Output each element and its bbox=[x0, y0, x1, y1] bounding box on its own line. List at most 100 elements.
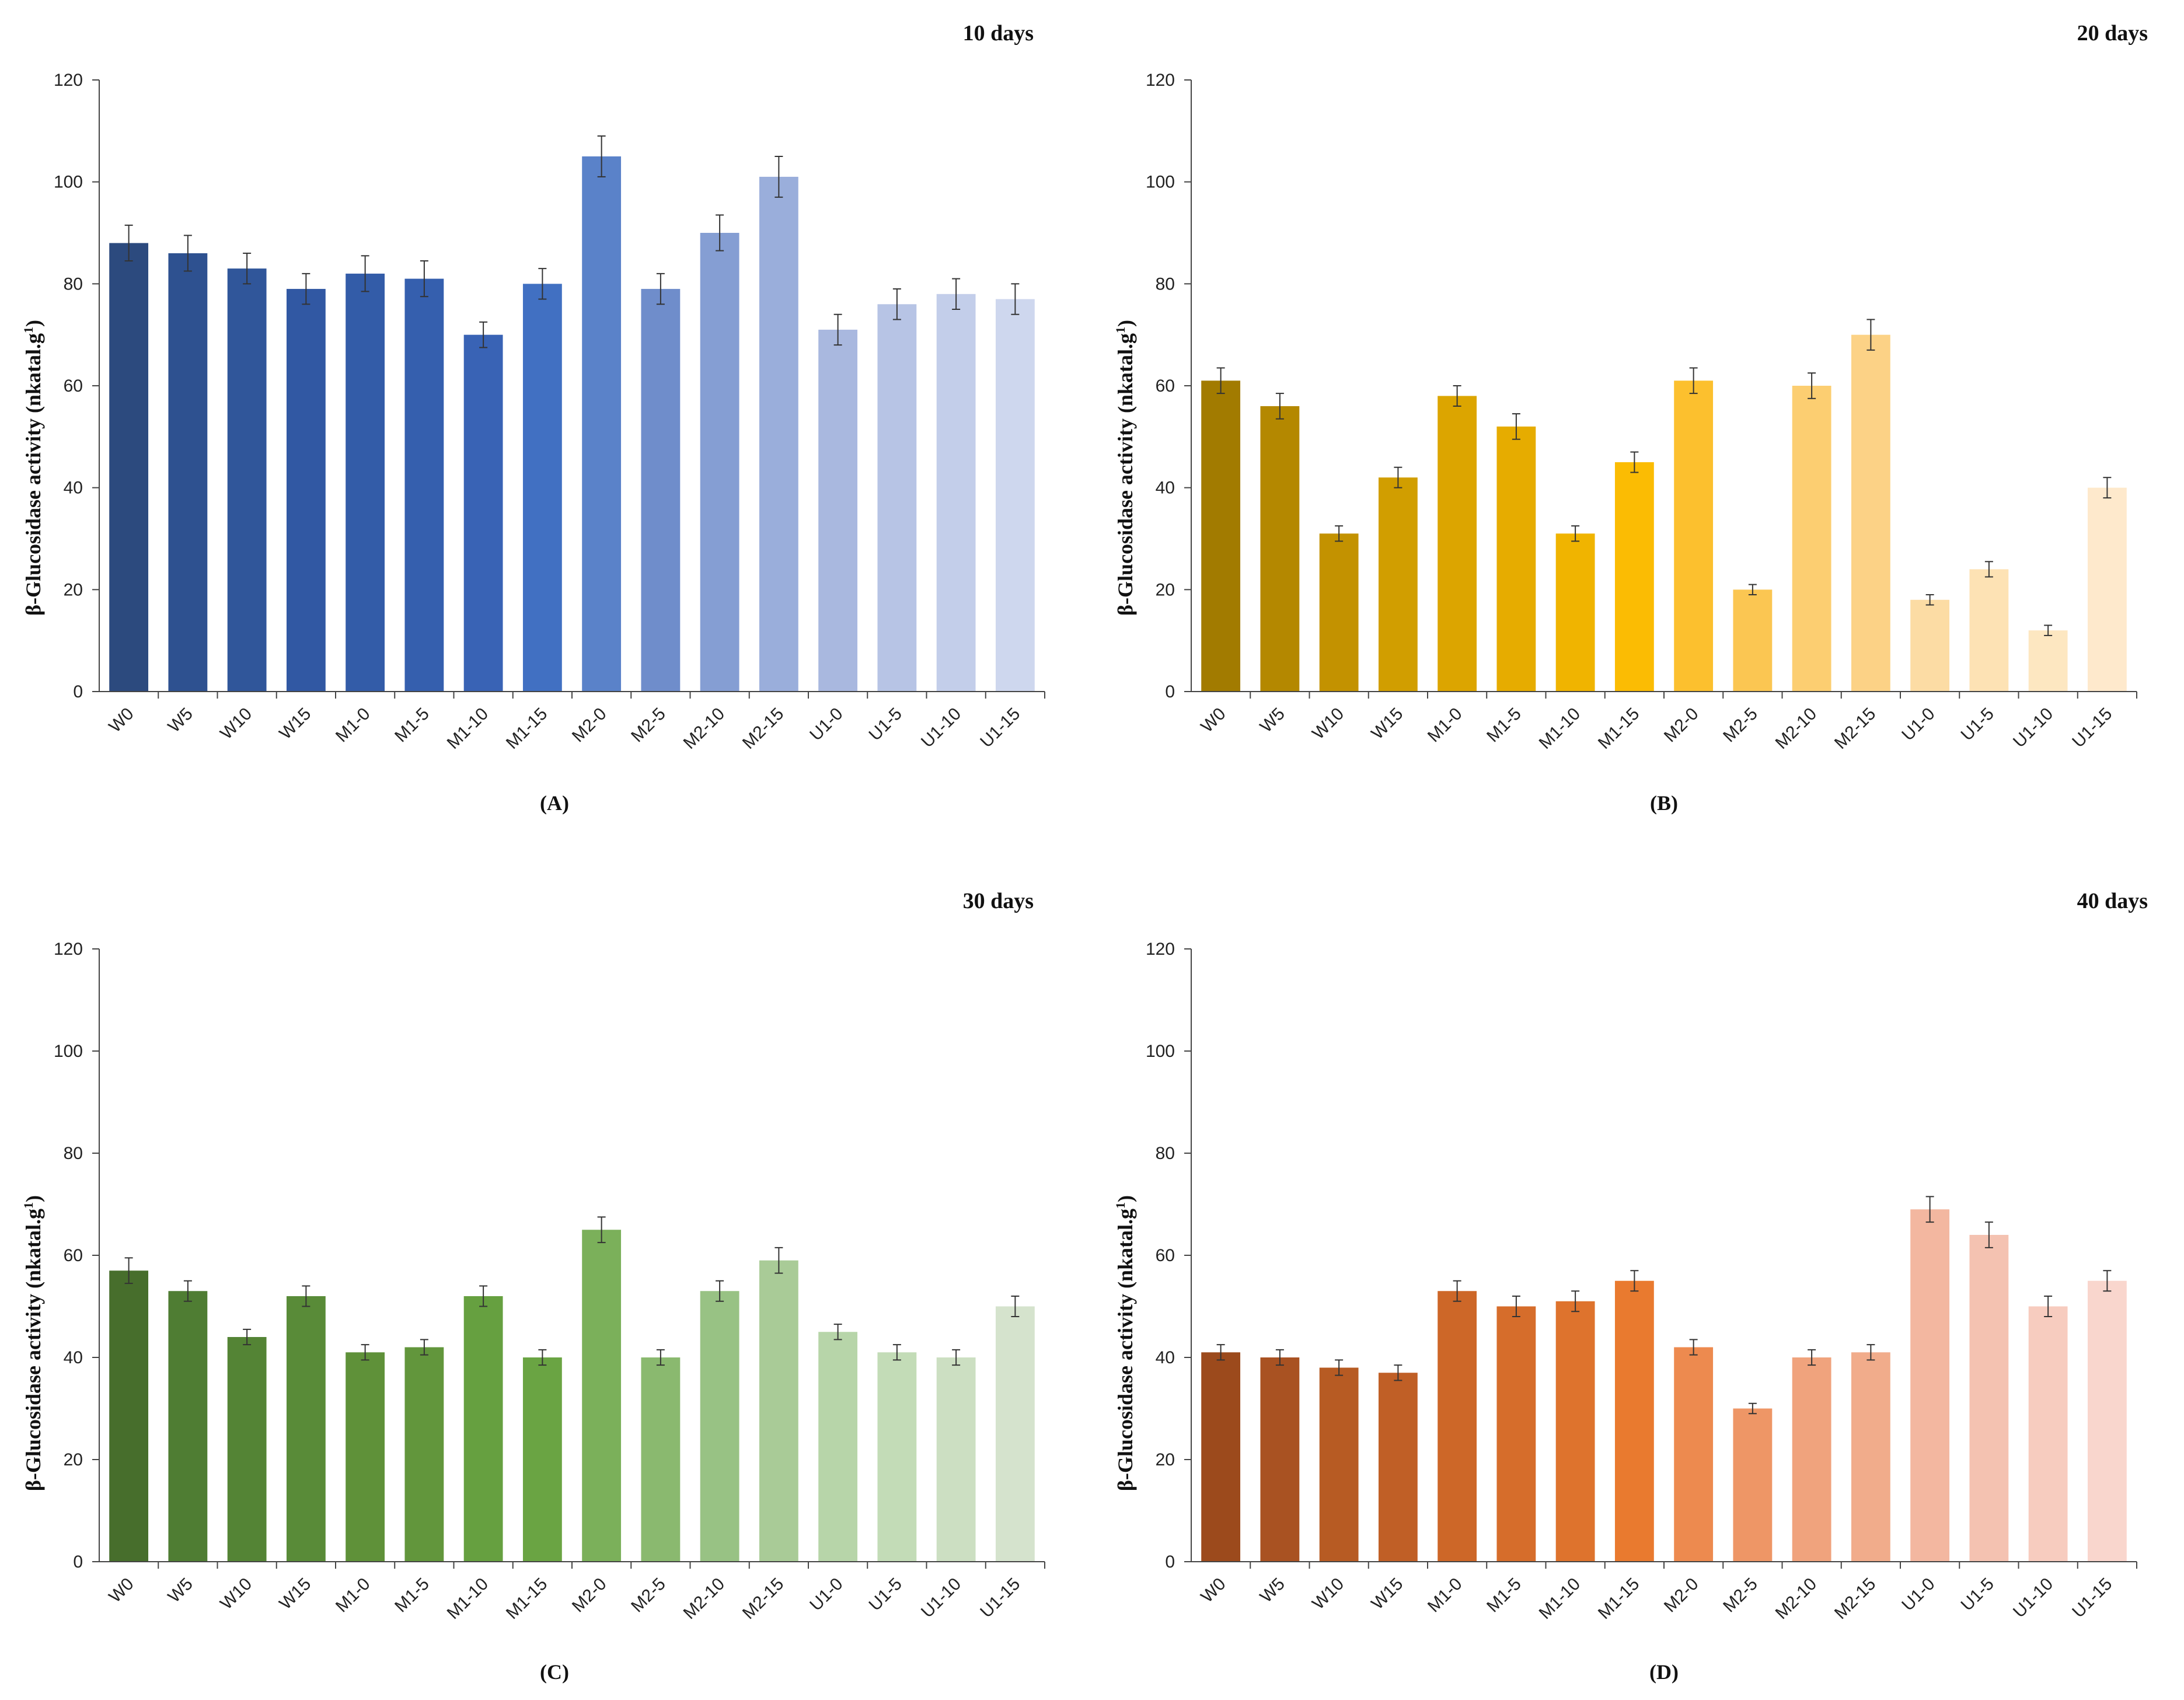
x-tick-label: U1-0 bbox=[806, 1575, 846, 1615]
chart-title: 20 days bbox=[2077, 21, 2148, 46]
x-tick-label: M2-10 bbox=[1772, 704, 1820, 753]
bar bbox=[1614, 1280, 1654, 1562]
x-tick-label: M2-10 bbox=[680, 704, 728, 753]
x-tick-label: M1-15 bbox=[1595, 1575, 1643, 1623]
bar bbox=[227, 1337, 267, 1562]
x-tick-label: M2-15 bbox=[739, 704, 787, 753]
x-tick-label: W0 bbox=[105, 704, 137, 736]
y-tick-label: 80 bbox=[64, 1144, 83, 1163]
bar bbox=[1674, 1347, 1714, 1562]
y-tick-label: 80 bbox=[64, 274, 83, 294]
y-tick-label: 120 bbox=[54, 940, 83, 959]
x-tick-label: M2-0 bbox=[568, 1575, 610, 1617]
bar bbox=[2028, 630, 2068, 692]
x-tick-label: W5 bbox=[165, 704, 197, 736]
x-tick-label: W10 bbox=[1309, 704, 1348, 743]
chart-panel-a: 10 days β-Glucosidase activity (nkatal.g… bbox=[0, 0, 1092, 850]
y-tick-label: 60 bbox=[64, 376, 83, 396]
y-tick-label: 20 bbox=[1156, 580, 1175, 599]
y-tick-label: 40 bbox=[1156, 479, 1175, 498]
x-tick-label: M2-15 bbox=[1831, 704, 1879, 753]
chart-title: 10 days bbox=[962, 21, 1034, 46]
chart-title: 30 days bbox=[962, 889, 1034, 913]
x-tick-label: W15 bbox=[275, 704, 315, 743]
bar bbox=[1910, 1209, 1950, 1562]
bar bbox=[1319, 533, 1359, 692]
bar bbox=[1201, 1352, 1241, 1562]
bar-chart: 0 20 40 60 80 100 120 W0 W5 W10 W15 M1-0 M1-5 M1-10 M1… bbox=[54, 71, 1045, 753]
x-tick-label: U1-10 bbox=[2009, 1575, 2057, 1622]
y-tick-label: 100 bbox=[54, 1042, 83, 1061]
x-tick-label: M1-5 bbox=[1483, 1575, 1525, 1617]
x-tick-label: W0 bbox=[1197, 1575, 1229, 1607]
bar-chart: 0 20 40 60 80 100 120 W0 W5 W10 W15 M1-0 M1-5 M1-10 M1… bbox=[54, 940, 1045, 1623]
x-tick-label: U1-10 bbox=[917, 1575, 965, 1622]
bar bbox=[2028, 1306, 2068, 1562]
panel-caption: (B) bbox=[1650, 791, 1678, 815]
panel-caption: (C) bbox=[540, 1660, 569, 1684]
y-tick-label: 0 bbox=[1165, 1552, 1175, 1572]
x-tick-label: M1-0 bbox=[332, 704, 374, 746]
y-tick-label: 120 bbox=[54, 71, 83, 90]
panel-caption: (A) bbox=[540, 791, 569, 815]
bar bbox=[1319, 1367, 1359, 1562]
y-tick-label: 40 bbox=[64, 479, 83, 498]
y-tick-label: 0 bbox=[73, 682, 83, 701]
bar bbox=[463, 1296, 503, 1562]
y-tick-label: 100 bbox=[54, 173, 83, 192]
x-tick-label: M1-15 bbox=[503, 704, 551, 753]
x-tick-label: U1-5 bbox=[866, 1575, 906, 1615]
y-tick-label: 40 bbox=[1156, 1348, 1175, 1367]
x-tick-label: M1-5 bbox=[1483, 704, 1525, 746]
x-tick-label: U1-0 bbox=[1898, 704, 1938, 745]
x-tick-label: W15 bbox=[1367, 704, 1407, 743]
y-tick-label: 100 bbox=[1146, 173, 1175, 192]
y-tick-label: 40 bbox=[64, 1348, 83, 1367]
x-tick-label: M1-10 bbox=[1536, 704, 1584, 753]
x-tick-label: W15 bbox=[275, 1575, 315, 1614]
x-tick-label: U1-5 bbox=[1958, 704, 1998, 745]
x-tick-label: M2-0 bbox=[1660, 1575, 1702, 1617]
bar bbox=[1555, 1301, 1595, 1562]
chart-panel-d: 40 days β-Glucosidase activity (nkatal.g… bbox=[1092, 850, 2184, 1699]
bar bbox=[1851, 1352, 1890, 1562]
bar bbox=[1969, 1235, 2009, 1562]
x-tick-label: M2-15 bbox=[739, 1575, 787, 1623]
chart-panel-c: 30 days β-Glucosidase activity (nkatal.g… bbox=[0, 850, 1092, 1699]
x-tick-label: U1-15 bbox=[2068, 1575, 2116, 1622]
x-tick-label: U1-15 bbox=[976, 1575, 1024, 1622]
bar bbox=[168, 1291, 208, 1562]
x-tick-label: W5 bbox=[1257, 1575, 1289, 1607]
x-tick-label: W5 bbox=[165, 1575, 197, 1607]
x-tick-label: W10 bbox=[217, 704, 256, 743]
bar bbox=[1969, 569, 2009, 692]
x-tick-label: U1-0 bbox=[806, 704, 846, 745]
bar bbox=[1260, 1357, 1300, 1562]
bar bbox=[818, 329, 858, 692]
x-tick-label: M2-0 bbox=[1660, 704, 1702, 746]
x-tick-label: W10 bbox=[1309, 1575, 1348, 1614]
x-tick-label: U1-15 bbox=[2068, 704, 2116, 752]
bar bbox=[227, 268, 267, 692]
chart-title: 40 days bbox=[2077, 889, 2148, 913]
bar bbox=[1614, 462, 1654, 692]
y-tick-label: 0 bbox=[1165, 682, 1175, 701]
bar bbox=[1674, 381, 1714, 692]
bar bbox=[995, 1306, 1035, 1562]
y-tick-label: 80 bbox=[1156, 1144, 1175, 1163]
bar bbox=[1496, 1306, 1536, 1562]
bar bbox=[346, 273, 385, 692]
x-tick-label: M1-0 bbox=[1424, 704, 1466, 746]
bar bbox=[1910, 599, 1950, 692]
bar bbox=[582, 156, 622, 692]
y-tick-label: 80 bbox=[1156, 274, 1175, 294]
x-tick-label: M1-5 bbox=[391, 704, 433, 746]
x-tick-label: W15 bbox=[1367, 1575, 1407, 1614]
bar bbox=[936, 1357, 976, 1562]
x-tick-label: M1-10 bbox=[1536, 1575, 1584, 1623]
bar bbox=[1792, 1357, 1831, 1562]
bar bbox=[404, 1347, 444, 1562]
x-tick-label: M1-10 bbox=[444, 1575, 492, 1623]
bar bbox=[1496, 426, 1536, 692]
y-tick-label: 20 bbox=[1156, 1450, 1175, 1469]
